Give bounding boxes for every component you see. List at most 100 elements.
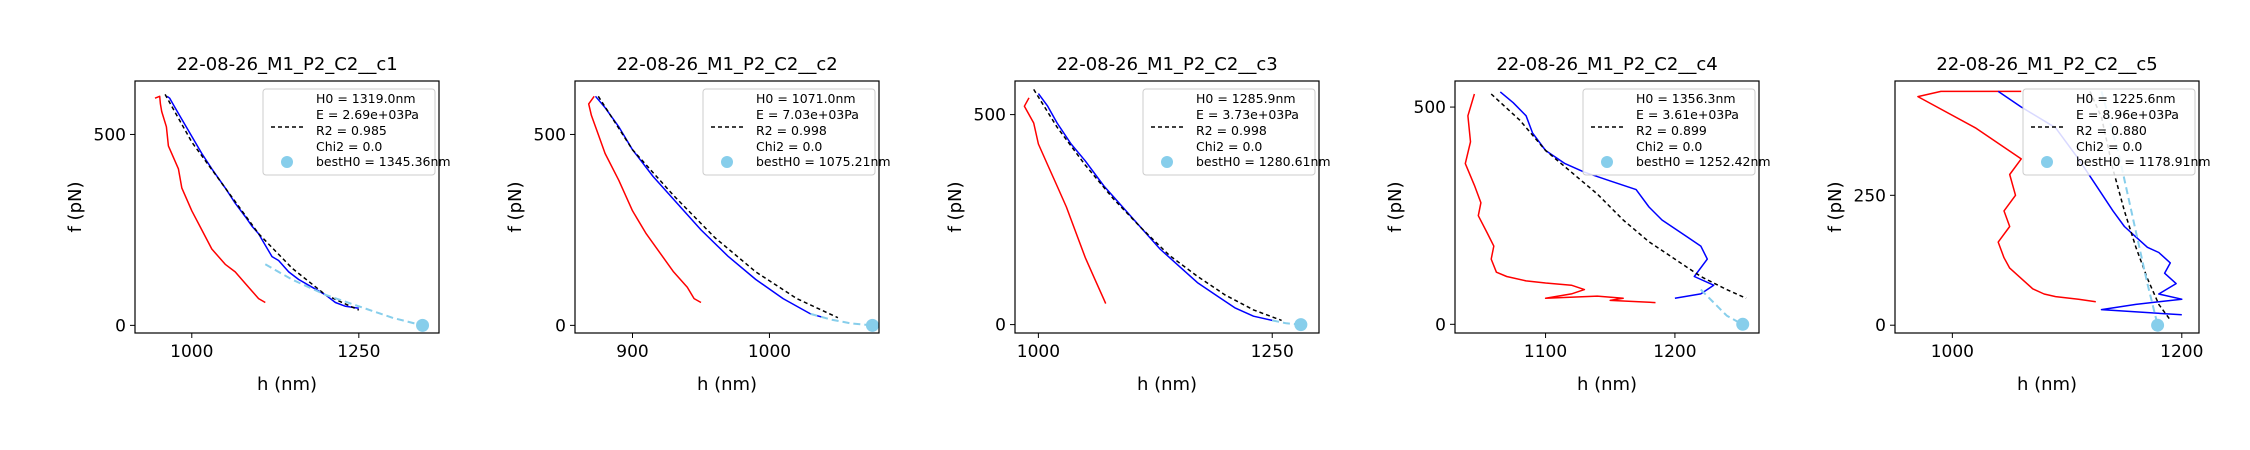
y-axis-label: f (pN) [1825,182,1846,233]
x-axis-label: h (nm) [1577,374,1637,395]
y-axis-label: f (pN) [945,182,966,233]
legend-box [2022,88,2196,176]
besth0-point [416,318,430,332]
x-tick-label: 1100 [1524,342,1567,362]
legend-entry-text: R2 = 0.985 [316,123,387,138]
legend-entry-text: bestH0 = 1178.91nm [2076,154,2211,169]
legend-entry-text: bestH0 = 1280.61nm [1196,154,1331,169]
chart-panel-4: 1100 1200 0 500 22-08-26_M1_P2_C2__c4h (nm) f… [1385,54,1771,395]
y-tick-label: 500 [94,125,126,145]
chart-panel-3: 1000 1250 0 500 22-08-26_M1_P2_C2__c3h (nm) f… [945,54,1331,395]
besth0-point [2151,318,2165,332]
legend-entry-text: H0 = 1285.9nm [1196,91,1296,106]
besth0-point [1294,318,1308,332]
legend-entry-text: E = 2.69e+03Pa [316,107,419,122]
legend-entry-text: Chi2 = 0.0 [1636,139,1702,154]
y-tick-label: 250 [1854,186,1886,206]
x-axis-label: h (nm) [257,374,317,395]
chart-title: 22-08-26_M1_P2_C2__c1 [176,54,397,75]
chart-title: 22-08-26_M1_P2_C2__c2 [616,54,837,75]
series-approach-line [1917,90,2096,303]
series-fit-line [1490,93,1747,299]
legend-entry-text: H0 = 1071.0nm [756,91,856,106]
legend-box [1142,88,1316,176]
series-extrapolation-line [2100,91,2159,326]
chart-panel-2: 900 1000 0 500 22-08-26_M1_P2_C2__c2h (nm) f … [505,54,891,395]
plot-frame [134,80,440,334]
legend-entry-text: bestH0 = 1075.21nm [756,154,891,169]
legend-entry-text: E = 7.03e+03Pa [756,107,859,122]
x-axis-label: h (nm) [1137,374,1197,395]
legend-entry-text: E = 8.96e+03Pa [2076,107,2179,122]
legend-besth0-handle [721,156,733,168]
y-tick-label: 0 [1435,315,1446,335]
legend-entry-text: bestH0 = 1345.36nm [316,154,451,169]
plot-frame [1894,80,2200,334]
x-tick-label: 900 [616,342,648,362]
y-tick-label: 500 [1414,98,1446,118]
chart-panel-1: 1000 1250 0 500 22-08-26_M1_P2_C2__c1h (nm) f… [65,54,451,395]
legend-entry-text: H0 = 1225.6nm [2076,91,2176,106]
y-axis-label: f (pN) [65,182,86,233]
series-approach-line [587,95,702,304]
plot-frame [1454,80,1760,334]
legend-entry-text: Chi2 = 0.0 [756,139,822,154]
legend-besth0-handle [1601,156,1613,168]
subplot-grid: 1000 1250 0 500 22-08-26_M1_P2_C2__c1h (nm) f… [65,54,2211,395]
legend-entry-text: Chi2 = 0.0 [2076,139,2142,154]
chart-title: 22-08-26_M1_P2_C2__c4 [1496,54,1717,75]
series-approach-line [1023,97,1107,304]
legend-entry-text: H0 = 1319.0nm [316,91,416,106]
series-approach-line [1464,93,1656,304]
besth0-point [1736,317,1750,331]
y-axis-label: f (pN) [505,182,526,233]
y-tick-label: 500 [974,106,1006,126]
x-tick-label: 1250 [1251,342,1294,362]
legend-entry-text: E = 3.61e+03Pa [1636,107,1739,122]
legend-entry-text: Chi2 = 0.0 [316,139,382,154]
x-tick-label: 1000 [1931,342,1974,362]
x-tick-label: 1000 [748,342,791,362]
chart-panel-5: 1000 1200 0 250 22-08-26_M1_P2_C2__c5h (nm) f… [1825,54,2211,395]
plot-frame [574,80,880,334]
x-tick-label: 1000 [1017,342,1060,362]
series-fit-line [597,95,839,319]
y-tick-label: 0 [995,316,1006,336]
legend-entry-text: bestH0 = 1252.42nm [1636,154,1771,169]
chart-title: 22-08-26_M1_P2_C2__c3 [1056,54,1277,75]
x-axis-label: h (nm) [697,374,757,395]
series-extrapolation-line [264,263,423,327]
legend-box [1582,88,1756,176]
legend-entry-text: R2 = 0.880 [2076,123,2147,138]
series-approach-line [154,95,266,304]
series-retract-line [1499,91,1715,299]
legend-box [702,88,876,176]
plot-frame [1014,80,1320,334]
legend-entry-text: R2 = 0.899 [1636,123,1707,138]
legend-besth0-handle [1161,156,1173,168]
x-axis-label: h (nm) [2017,374,2077,395]
x-tick-label: 1200 [1653,342,1696,362]
legend-besth0-handle [2041,156,2053,168]
series-retract-line [594,95,825,319]
legend-besth0-handle [281,156,293,168]
y-tick-label: 500 [534,125,566,145]
x-tick-label: 1000 [170,342,213,362]
y-tick-label: 0 [555,316,566,336]
besth0-point [865,318,879,332]
y-axis-label: f (pN) [1385,182,1406,233]
chart-title: 22-08-26_M1_P2_C2__c5 [1936,54,2157,75]
series-extrapolation-line [1700,288,1743,326]
legend-entry-text: R2 = 0.998 [1196,123,1267,138]
legend-entry-text: R2 = 0.998 [756,123,827,138]
legend-box [262,88,436,176]
legend-entry-text: E = 3.73e+03Pa [1196,107,1299,122]
x-tick-label: 1250 [337,342,380,362]
